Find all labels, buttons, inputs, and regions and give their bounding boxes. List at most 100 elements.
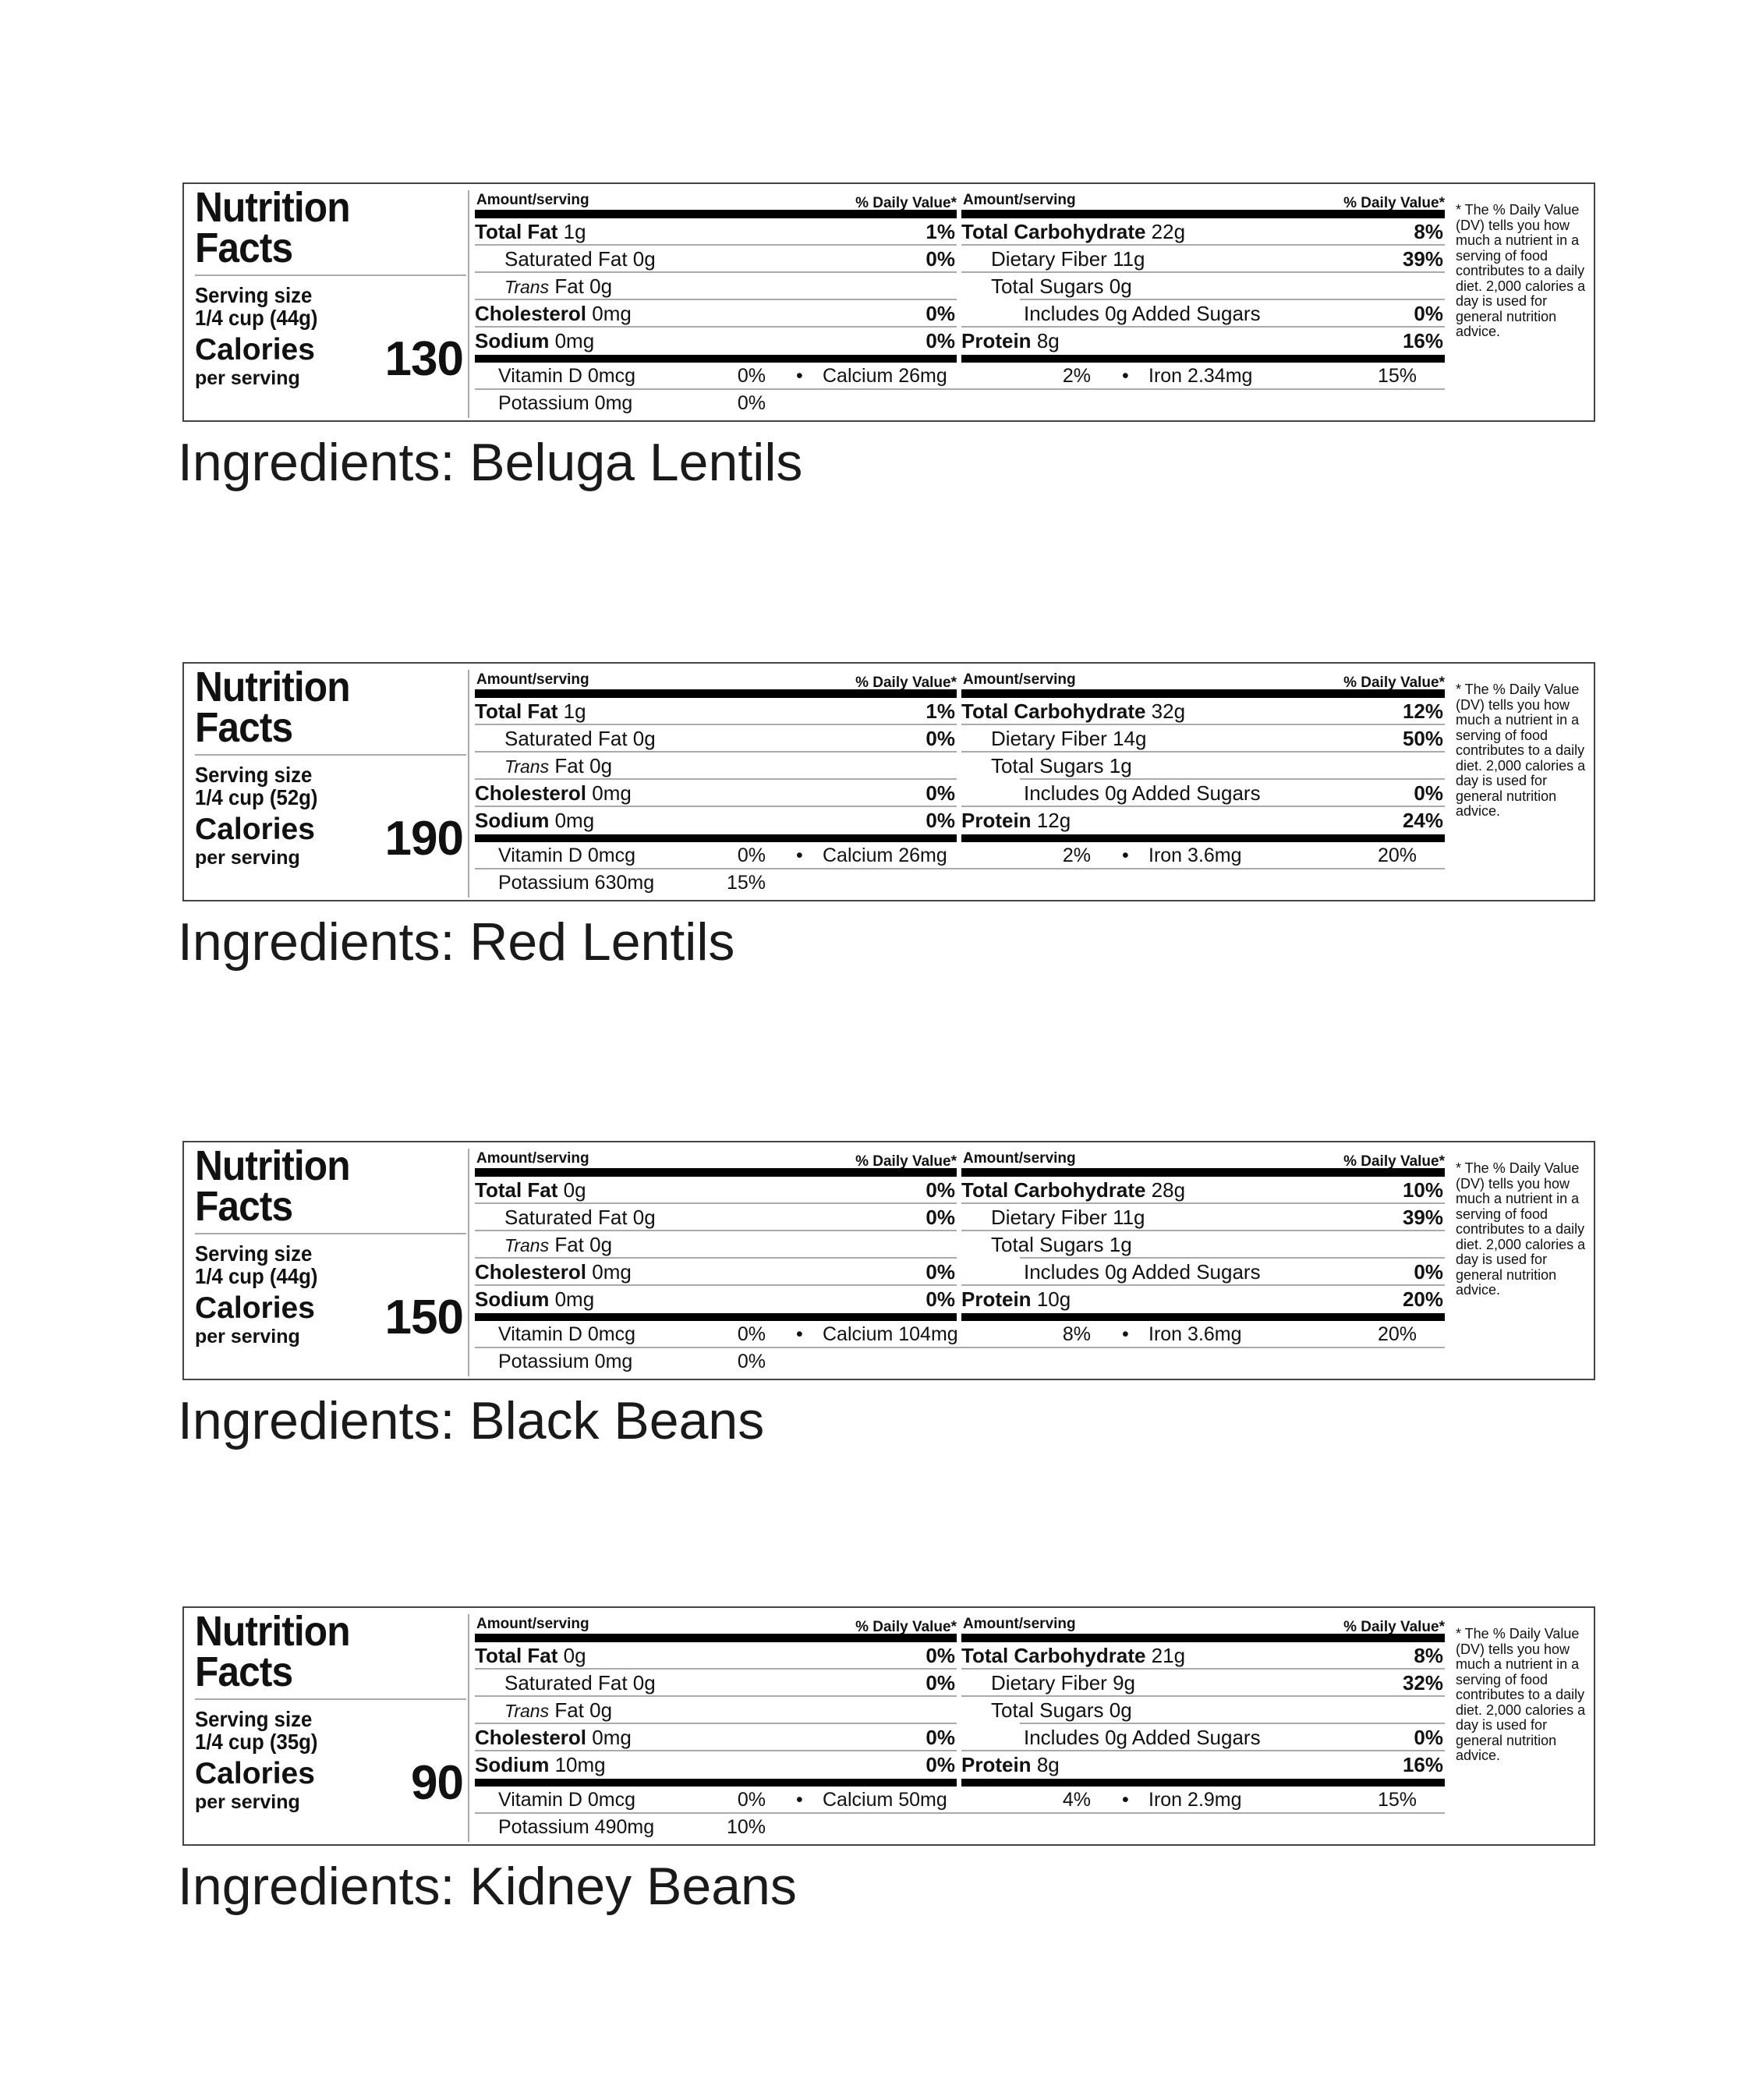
sodium-value: 0mg (554, 1287, 595, 1311)
total-fat-dv: 1% (926, 220, 955, 243)
trans-fat-italic: Trans (504, 277, 550, 297)
total-sugars-row: Total Sugars 0g (961, 273, 1445, 300)
fat-table: Amount/serving % Daily Value* Total Fat … (475, 1608, 957, 1844)
calcium: Calcium 26mg (823, 363, 947, 390)
nutrition-facts-label: Nutrition Facts Serving size 1/4 cup (44g)… (182, 1141, 1595, 1380)
daily-value-footnote: * The % Daily Value (DV) tells you how m… (1456, 682, 1586, 819)
calcium-dv: 2% (1062, 845, 1091, 866)
total-fat-row: Total Fat 0g 0% (475, 1177, 957, 1204)
total-carbohydrate-row: Total Carbohydrate 21g 8% (961, 1642, 1445, 1670)
total-carb-value: 28g (1151, 1178, 1186, 1202)
bullet: • (796, 1323, 803, 1345)
fiber-label: Dietary Fiber (991, 247, 1107, 271)
amount-serving-header: Amount/serving (963, 1150, 1076, 1167)
thick-bar (475, 1634, 957, 1642)
total-carbohydrate-row: Total Carbohydrate 28g 10% (961, 1177, 1445, 1204)
sodium-label: Sodium (475, 1287, 550, 1311)
total-fat-name: Total Fat 1g (475, 218, 586, 246)
per-serving-label: per serving (195, 1326, 300, 1347)
iron-value: 2.9mg (1187, 1789, 1242, 1811)
divider (195, 754, 466, 756)
added-sugars-dv: 0% (1414, 781, 1443, 805)
sodium-row: Sodium 0mg 0% (475, 807, 957, 833)
fat-table: Amount/serving % Daily Value* Total Fat … (475, 1142, 957, 1379)
cholesterol-name: Cholesterol 0mg (475, 1724, 632, 1751)
sodium-name: Sodium 10mg (475, 1751, 606, 1779)
protein-label: Protein (961, 1753, 1032, 1776)
iron-dv: 20% (1377, 1323, 1417, 1345)
sugars-value: 1g (1109, 1233, 1132, 1256)
added-sugars-dv: 0% (1414, 1260, 1443, 1284)
added-sugars-name: Includes 0g Added Sugars (961, 1724, 1261, 1751)
calcium-label: Calcium (823, 365, 894, 387)
trans-fat-name: Trans Fat 0g (475, 273, 612, 301)
iron-label: Iron (1148, 845, 1183, 866)
calcium-label: Calcium (823, 1789, 894, 1811)
total-carb-label: Total Carbohydrate (961, 220, 1146, 243)
vitamins-row: Vitamin D 0mcg 0% • Calcium 26mg 2% • Ir… (475, 842, 1445, 869)
sodium-row: Sodium 0mg 0% (475, 328, 957, 353)
added-sugars-value: 0g (1105, 302, 1127, 325)
total-carbohydrate-name: Total Carbohydrate 22g (961, 218, 1185, 246)
amount-serving-header: Amount/serving (476, 1150, 589, 1167)
cholesterol-label: Cholesterol (475, 781, 587, 805)
protein-dv: 20% (1402, 1287, 1443, 1311)
amount-serving-header: Amount/serving (476, 192, 589, 208)
serving-size: Serving size 1/4 cup (44g) (195, 284, 317, 329)
nutrition-facts-label: Nutrition Facts Serving size 1/4 cup (52g)… (182, 662, 1595, 901)
iron: Iron 3.6mg (1148, 842, 1242, 869)
dietary-fiber-row: Dietary Fiber 11g 39% (961, 1204, 1445, 1231)
column-divider (468, 1149, 469, 1376)
includes-label: Includes (1024, 302, 1099, 325)
thick-bar (475, 1313, 957, 1321)
vitamin-d-label: Vitamin D (498, 1789, 582, 1811)
protein-name: Protein 8g (961, 328, 1060, 355)
cholesterol-row: Cholesterol 0mg 0% (475, 1724, 957, 1751)
calories-label: Calories (195, 1757, 315, 1790)
bullet: • (796, 845, 803, 866)
added-sugars-value: 0g (1105, 1726, 1127, 1749)
serving-size: Serving size 1/4 cup (44g) (195, 1242, 317, 1287)
vitamin-d-dv: 0% (737, 1789, 766, 1811)
total-fat-value: 1g (563, 699, 586, 723)
vitamin-d-dv: 0% (737, 365, 766, 387)
cholesterol-row: Cholesterol 0mg 0% (475, 780, 957, 807)
protein-value: 10g (1036, 1287, 1071, 1311)
potassium-row: Potassium 0mg 0% (475, 1348, 958, 1374)
total-carb-label: Total Carbohydrate (961, 699, 1146, 723)
calcium-value: 104mg (898, 1323, 958, 1345)
trans-fat-name: Trans Fat 0g (475, 753, 612, 781)
vitamin-d-value: 0mcg (587, 1789, 636, 1811)
added-sugars-value: 0g (1105, 781, 1127, 805)
trans-fat-name: Trans Fat 0g (475, 1697, 612, 1725)
sodium-name: Sodium 0mg (475, 1286, 594, 1313)
fiber-value: 14g (1113, 727, 1147, 750)
saturated-fat-label: Saturated Fat (504, 727, 628, 750)
serving-size-label: Serving size (195, 283, 313, 307)
sodium-dv: 0% (926, 1287, 955, 1311)
amount-serving-header: Amount/serving (963, 192, 1076, 208)
trans-fat-label: Fat (554, 754, 584, 777)
protein-row: Protein 8g 16% (961, 1751, 1445, 1777)
bullet: • (1122, 1789, 1129, 1811)
divider (1020, 299, 1445, 300)
added-sugars-label: Added Sugars (1131, 1726, 1261, 1749)
trans-fat-label: Fat (554, 1233, 584, 1256)
total-fat-row: Total Fat 0g 0% (475, 1642, 957, 1670)
daily-value-header: % Daily Value* (855, 195, 957, 211)
iron-label: Iron (1148, 365, 1183, 387)
dietary-fiber-name: Dietary Fiber 11g (961, 1204, 1145, 1231)
calories-label: Calories (195, 813, 315, 846)
calories-value: 190 (384, 812, 464, 866)
divider (195, 1233, 466, 1234)
total-sugars-name: Total Sugars 0g (961, 1697, 1132, 1724)
saturated-fat-value: 0g (632, 1206, 656, 1229)
per-serving-label: per serving (195, 1791, 300, 1813)
trans-fat-value: 0g (589, 754, 613, 777)
cholesterol-label: Cholesterol (475, 1726, 587, 1749)
vitamin-d-value: 0mcg (587, 365, 636, 387)
cholesterol-value: 0mg (592, 781, 632, 805)
amount-serving-header: Amount/serving (476, 671, 589, 688)
bullet: • (796, 1789, 803, 1811)
calcium-value: 50mg (898, 1789, 947, 1811)
